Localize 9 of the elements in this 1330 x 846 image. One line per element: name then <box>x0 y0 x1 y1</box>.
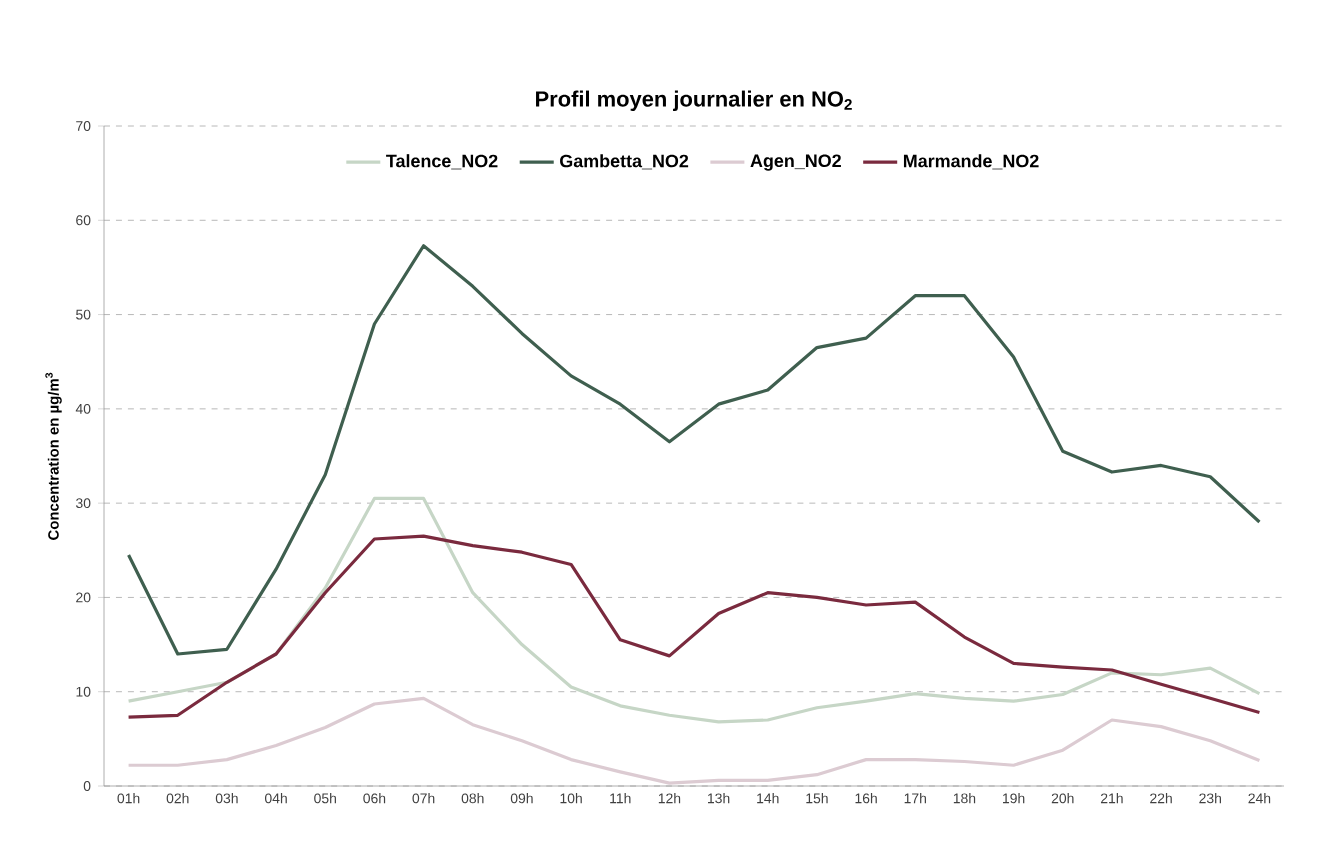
legend-label: Marmande_NO2 <box>903 154 1039 170</box>
line-series <box>126 244 1262 656</box>
line-series <box>126 534 1262 719</box>
line-series <box>126 496 1262 724</box>
legend-label: Gambetta_NO2 <box>560 154 689 170</box>
line-series <box>126 696 1262 785</box>
chart-title: Profil moyen journalier en NO$_{2}$ <box>536 90 852 111</box>
legend-label: Talence_NO2 <box>386 154 498 170</box>
legend-label: Agen_NO2 <box>750 154 841 171</box>
